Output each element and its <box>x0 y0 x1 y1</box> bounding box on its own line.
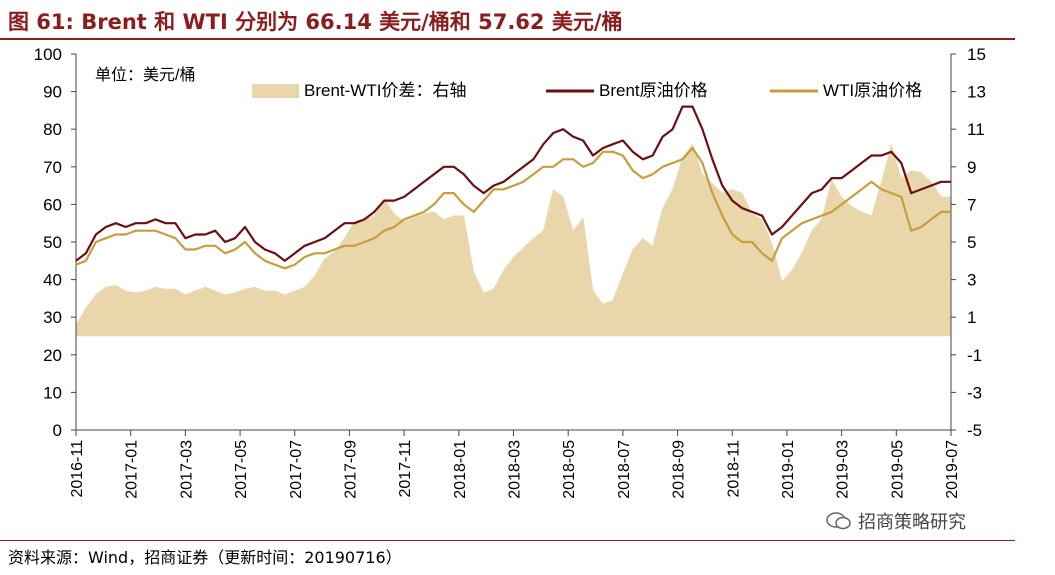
legend-label-spread: Brent-WTI价差：右轴 <box>304 81 466 100</box>
left-tick-label: 90 <box>43 83 62 102</box>
left-tick-label: 70 <box>43 158 62 177</box>
x-tick-label: 2017-09 <box>342 440 359 499</box>
left-tick-label: 60 <box>43 195 62 214</box>
x-tick-label: 2018-09 <box>671 440 688 499</box>
title-divider <box>0 38 1015 40</box>
legend-label-brent: Brent原油价格 <box>599 81 708 100</box>
source-note: 资料来源：Wind，招商证券（更新时间：20190716） <box>8 548 402 567</box>
x-tick-label: 2019-05 <box>889 440 906 499</box>
x-tick-label: 2017-01 <box>124 440 141 499</box>
right-tick-label: -5 <box>967 421 982 440</box>
source-divider <box>0 540 1015 541</box>
legend-swatch-spread <box>252 84 299 98</box>
x-tick-label: 2017-03 <box>178 440 195 499</box>
right-tick-label: -3 <box>967 383 982 402</box>
axis-labels: 0102030405060708090100-5-3-1135791113152… <box>34 45 986 499</box>
legend: Brent-WTI价差：右轴 Brent原油价格 WTI原油价格 <box>252 81 922 100</box>
x-tick-label: 2018-03 <box>507 440 524 499</box>
right-tick-label: 11 <box>967 120 985 139</box>
x-tick-label: 2018-01 <box>452 440 469 499</box>
left-tick-label: 40 <box>43 271 62 290</box>
axes <box>71 53 956 436</box>
x-tick-label: 2018-07 <box>616 440 633 499</box>
right-tick-label: 5 <box>967 233 976 252</box>
right-tick-label: 15 <box>967 45 986 64</box>
x-tick-label: 2018-11 <box>725 440 742 498</box>
right-tick-label: 3 <box>967 271 976 290</box>
x-tick-label: 2019-03 <box>835 440 852 499</box>
left-tick-label: 100 <box>34 45 62 64</box>
chart: 0102030405060708090100-5-3-1135791113152… <box>34 45 986 499</box>
wechat-icon <box>826 512 851 530</box>
left-tick-label: 80 <box>43 120 62 139</box>
left-tick-label: 10 <box>43 383 62 402</box>
left-tick-label: 50 <box>43 233 62 252</box>
watermark-text: 招商策略研究 <box>858 512 966 533</box>
x-tick-label: 2019-07 <box>944 440 961 499</box>
right-tick-label: 1 <box>967 308 976 327</box>
price-lines-layer <box>75 105 951 270</box>
right-tick-label: 9 <box>967 158 976 177</box>
right-tick-label: -1 <box>967 346 982 365</box>
spread-area <box>75 143 952 337</box>
x-tick-label: 2017-11 <box>397 440 414 498</box>
spread-area-layer <box>75 143 952 337</box>
right-tick-label: 13 <box>967 83 986 102</box>
x-tick-label: 2017-05 <box>233 440 250 499</box>
chart-title: 图 61: Brent 和 WTI 分别为 66.14 美元/桶和 57.62 … <box>8 10 623 34</box>
left-tick-label: 20 <box>43 346 62 365</box>
x-tick-label: 2016-11 <box>69 440 86 498</box>
legend-label-wti: WTI原油价格 <box>823 81 922 100</box>
unit-label: 单位：美元/桶 <box>95 66 195 84</box>
left-tick-label: 30 <box>43 308 62 327</box>
x-tick-label: 2017-07 <box>288 440 305 499</box>
x-tick-label: 2019-01 <box>780 440 797 499</box>
left-tick-label: 0 <box>53 421 62 440</box>
right-tick-label: 7 <box>967 195 976 214</box>
wti-line <box>75 146 951 270</box>
watermark: 招商策略研究 <box>826 508 966 534</box>
x-tick-label: 2018-05 <box>561 440 578 499</box>
brent-line <box>75 105 951 262</box>
